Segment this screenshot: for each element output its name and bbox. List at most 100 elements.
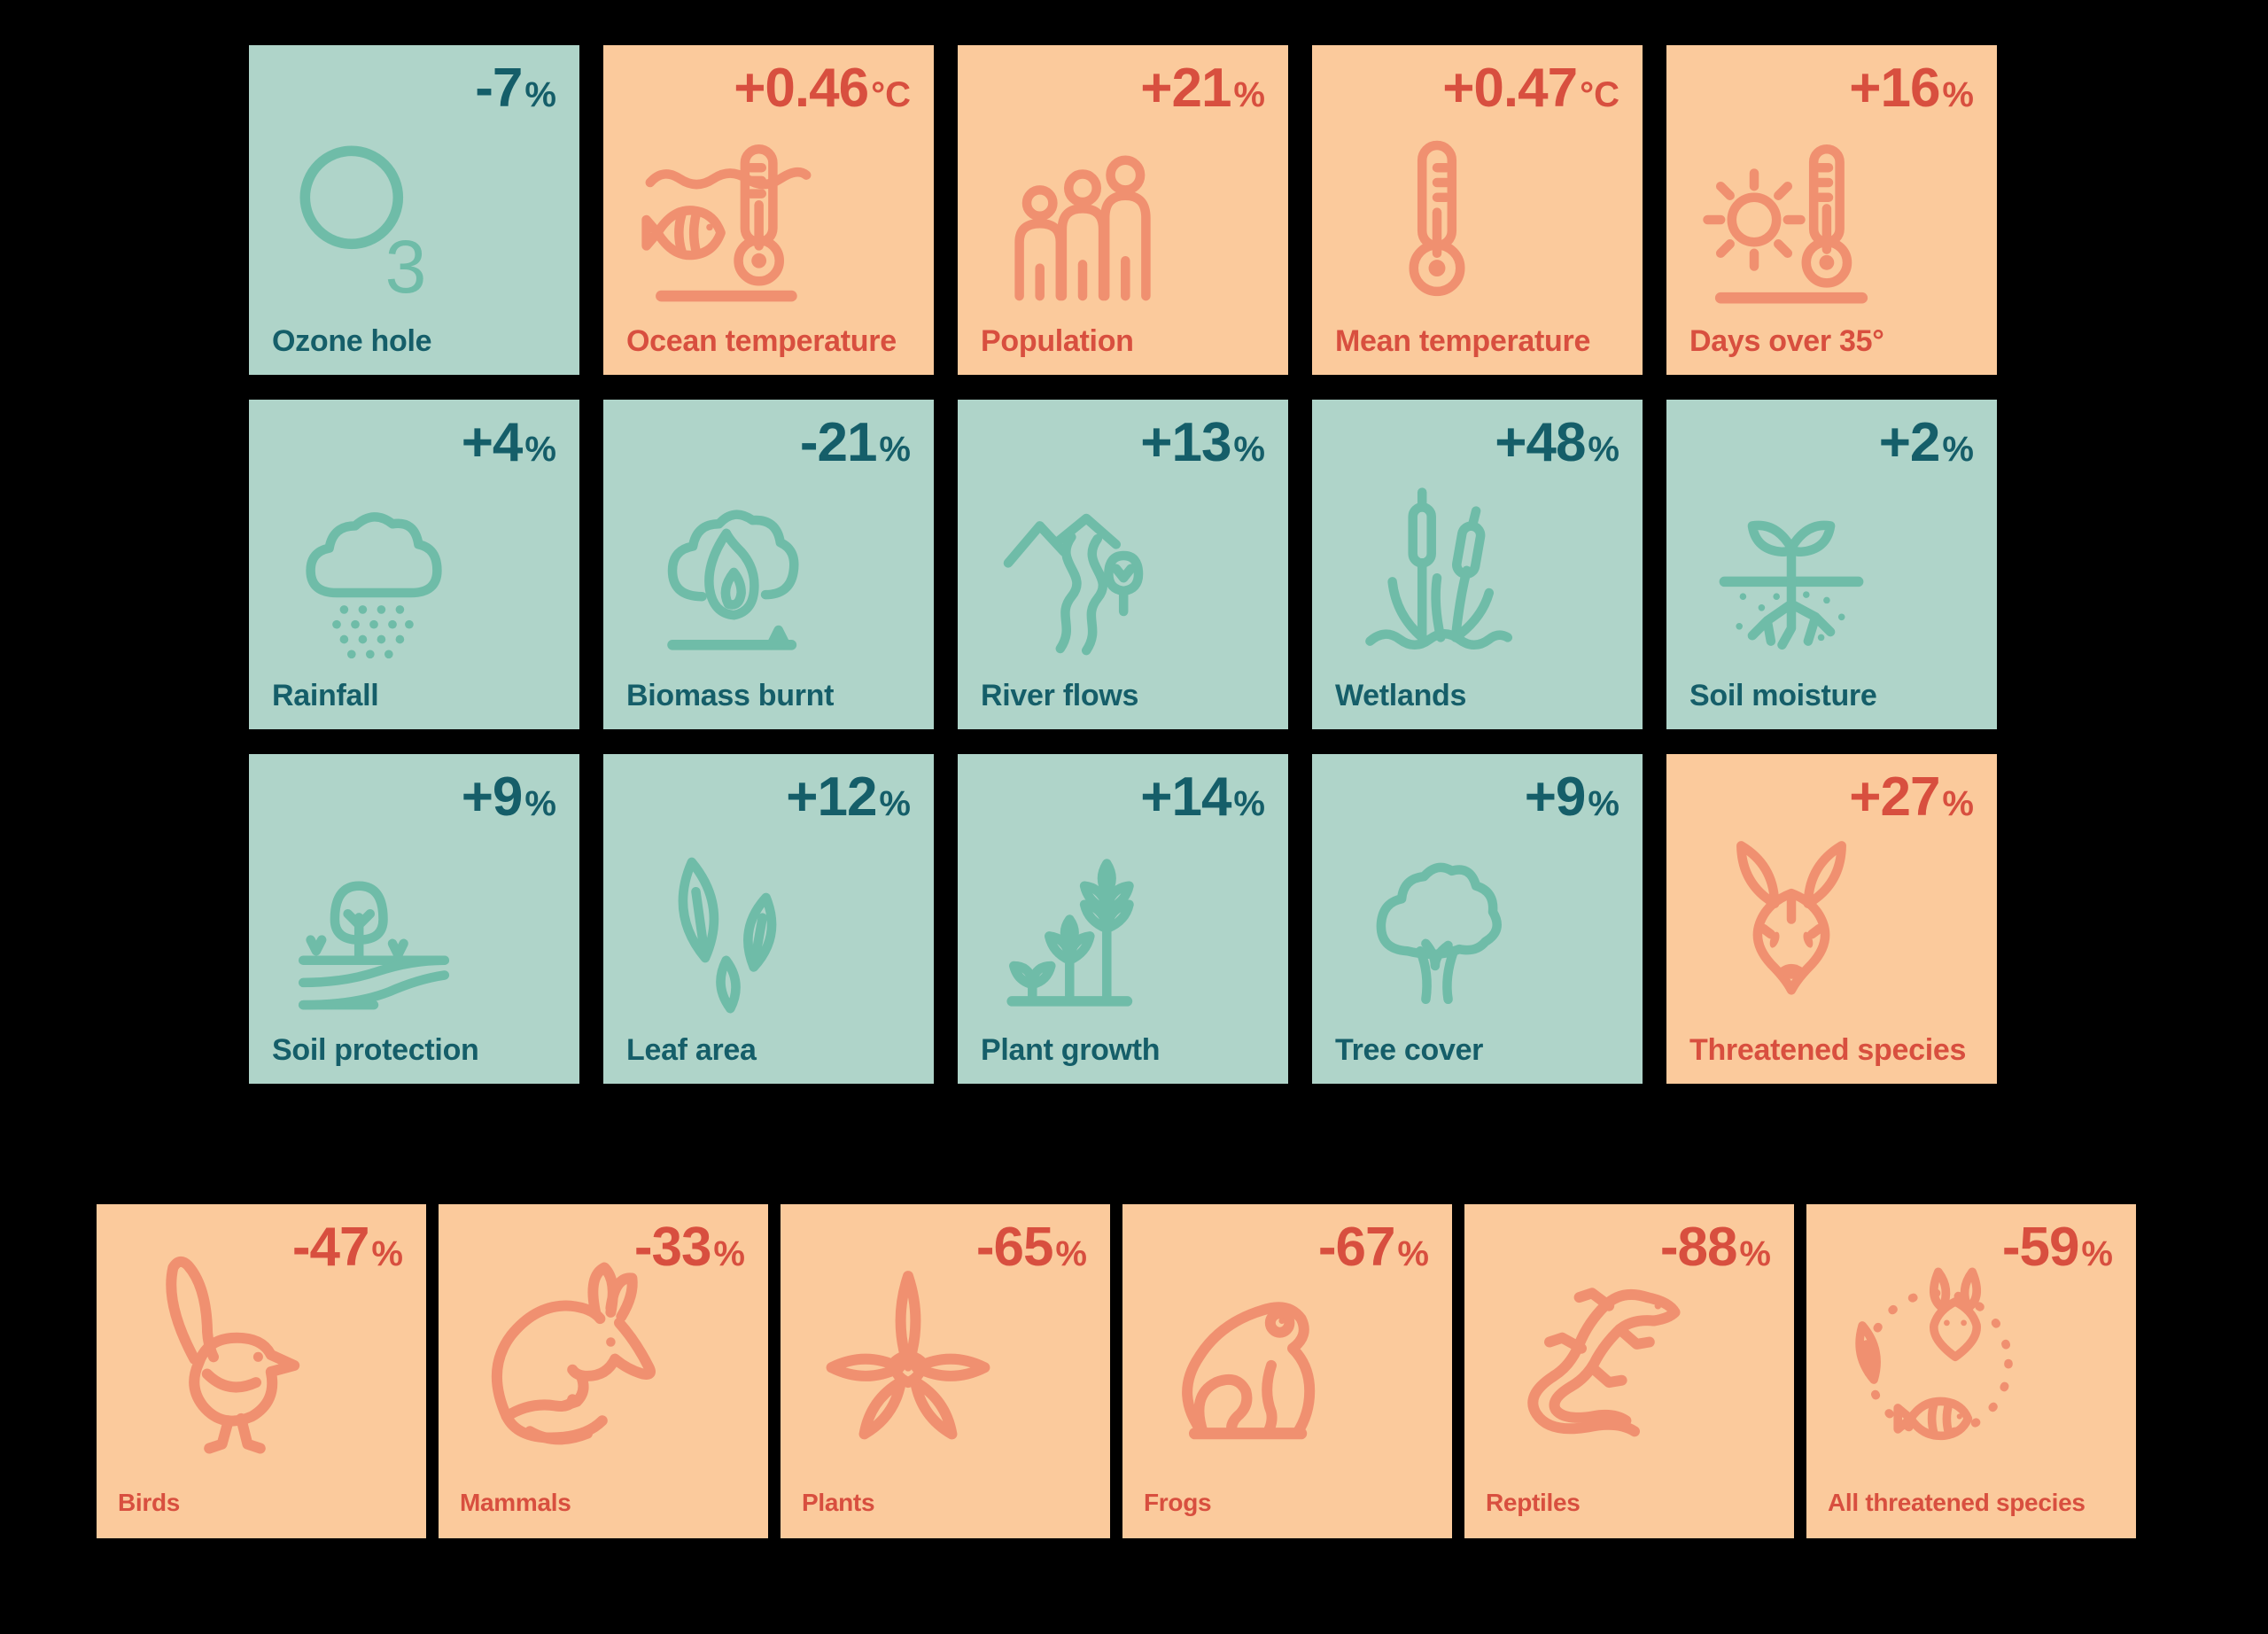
indicator-label: Birds [118, 1489, 181, 1516]
indicator-label: River flows [981, 679, 1139, 712]
tile-days-over-35: +16% Days over 35° [1666, 45, 1997, 375]
tile-birds: -47% Birds [97, 1204, 426, 1538]
tree-icon [1344, 836, 1530, 1022]
indicator-label: Tree cover [1335, 1033, 1484, 1067]
indicator-label: Mean temperature [1335, 324, 1591, 358]
indicator-label: Ocean temperature [626, 324, 897, 358]
indicator-value-unit: % [1588, 784, 1619, 823]
tile-soil-moisture: +2% Soil moisture [1666, 400, 1997, 729]
indicator-value-unit: % [879, 784, 911, 823]
growing-plants-icon [990, 836, 1176, 1022]
indicator-value-number: +0.47 [1442, 58, 1578, 119]
tile-frogs: -67% Frogs [1122, 1204, 1452, 1538]
indicator-value-number: +48 [1495, 412, 1586, 473]
indicator-value: -47% [292, 1220, 403, 1275]
indicator-value: +12% [786, 770, 911, 825]
frog-icon [1144, 1244, 1356, 1461]
indicator-value: +48% [1495, 416, 1619, 471]
sun-thermometer-icon [1698, 127, 1884, 313]
indicator-value: -67% [1318, 1220, 1429, 1275]
indicator-value-number: -33 [633, 1217, 712, 1278]
indicator-value-number: +27 [1849, 766, 1940, 828]
indicator-label: Ozone hole [272, 324, 432, 358]
tile-tree-cover: +9% Tree cover [1312, 754, 1643, 1084]
indicator-value-number: -88 [1659, 1217, 1738, 1278]
indicator-value-unit: % [1942, 430, 1974, 469]
indicator-value-number: -47 [291, 1217, 370, 1278]
indicator-value: +16% [1849, 61, 1974, 116]
indicator-value-number: +0.46 [734, 58, 869, 119]
indicator-label: Rainfall [272, 679, 379, 712]
ozone-icon [281, 127, 467, 313]
lizard-icon [1486, 1244, 1698, 1461]
indicator-value-number: +9 [1524, 766, 1587, 828]
indicator-value-unit: % [879, 430, 911, 469]
indicator-value-unit: % [1233, 75, 1265, 114]
indicator-value-number: +4 [461, 412, 524, 473]
indicator-value-unit: % [524, 75, 556, 114]
tile-population: +21% Population [958, 45, 1288, 375]
indicator-label: Plants [802, 1489, 875, 1516]
indicator-value-unit: % [713, 1234, 745, 1273]
indicator-label: Wetlands [1335, 679, 1467, 712]
indicator-value: -33% [634, 1220, 745, 1275]
tile-rainfall: +4% Rainfall [249, 400, 579, 729]
indicator-label: Days over 35° [1689, 324, 1884, 358]
indicator-value: +0.46 °C [734, 61, 911, 116]
indicator-value-number: +9 [461, 766, 524, 828]
tile-all-threatened-species: -59% All threatened species [1806, 1204, 2136, 1538]
indicator-label: Mammals [460, 1489, 571, 1516]
indicator-value-unit: % [1588, 430, 1619, 469]
indicator-value-unit: % [1942, 75, 1974, 114]
indicator-value: -21% [800, 416, 911, 471]
leaves-icon [635, 836, 821, 1022]
indicator-label: Plant growth [981, 1033, 1161, 1067]
indicator-value-number: -21 [799, 412, 878, 473]
indicator-label: All threatened species [1828, 1489, 2085, 1516]
tile-plant-growth: +14% Plant growth [958, 754, 1288, 1084]
indicator-value-number: -59 [2001, 1217, 2080, 1278]
indicator-value-number: +14 [1140, 766, 1231, 828]
ocean-temperature-icon [635, 127, 821, 313]
indicator-value-unit: °C [871, 75, 911, 114]
indicator-value: +4% [462, 416, 556, 471]
tile-biomass-burnt: -21% Biomass burnt [603, 400, 934, 729]
indicator-value-number: +21 [1140, 58, 1231, 119]
kangaroo-face-icon [1698, 836, 1884, 1022]
indicator-value: -7% [475, 61, 556, 116]
threatened-species-grid: -47% Birds -33% Mammals -65% Plants -67%… [97, 1204, 2136, 1538]
indicator-value-unit: % [1233, 430, 1265, 469]
indicator-value-number: -65 [975, 1217, 1054, 1278]
indicator-value-number: +16 [1849, 58, 1940, 119]
population-icon [990, 127, 1176, 313]
indicator-value-number: -67 [1317, 1217, 1396, 1278]
indicator-value-unit: % [1397, 1234, 1429, 1273]
indicator-label: Biomass burnt [626, 679, 835, 712]
indicator-value: +0.47 °C [1442, 61, 1619, 116]
tree-field-icon [281, 836, 467, 1022]
indicator-value-unit: °C [1580, 75, 1619, 114]
indicator-value: +13% [1140, 416, 1265, 471]
indicator-value: +21% [1140, 61, 1265, 116]
indicator-value-unit: % [1739, 1234, 1771, 1273]
sprout-roots-icon [1698, 481, 1884, 667]
orchid-icon [802, 1244, 1014, 1461]
river-icon [990, 481, 1176, 667]
indicator-value-unit: % [1233, 784, 1265, 823]
tile-mammals: -33% Mammals [439, 1204, 768, 1538]
indicator-label: Population [981, 324, 1134, 358]
indicator-value-number: -7 [475, 58, 523, 119]
bilby-icon [460, 1244, 672, 1461]
tile-ocean-temperature: +0.46 °C Ocean temperature [603, 45, 934, 375]
tile-soil-protection: +9% Soil protection [249, 754, 579, 1084]
indicator-value-unit: % [1055, 1234, 1087, 1273]
tile-mean-temperature: +0.47 °C Mean temperature [1312, 45, 1643, 375]
indicator-label: Reptiles [1486, 1489, 1581, 1516]
indicator-value-unit: % [524, 784, 556, 823]
species-cycle-icon [1828, 1244, 2040, 1461]
tile-plants: -65% Plants [781, 1204, 1110, 1538]
indicator-value: +2% [1879, 416, 1974, 471]
tile-river-flows: +13% River flows [958, 400, 1288, 729]
tile-reptiles: -88% Reptiles [1464, 1204, 1794, 1538]
indicator-value-number: +13 [1140, 412, 1231, 473]
